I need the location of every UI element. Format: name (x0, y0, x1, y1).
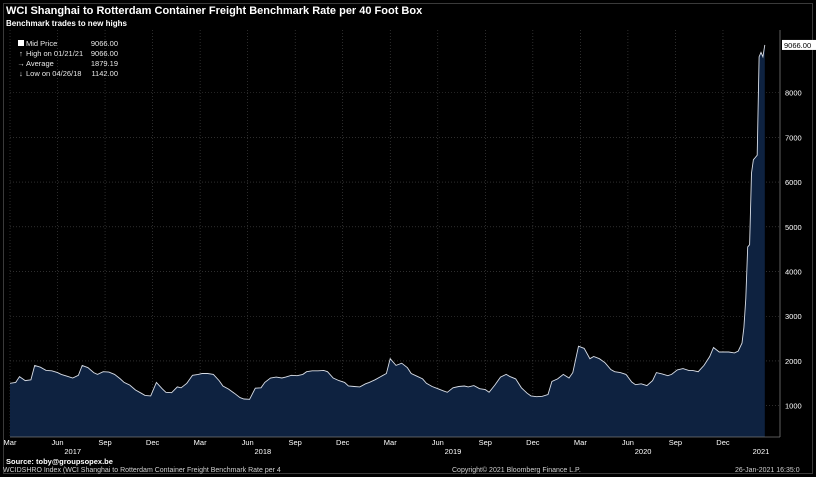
legend-label: Low on 04/26/18 (26, 69, 82, 78)
x-year-label: 2017 (64, 447, 81, 456)
y-tick-label: 4000 (785, 268, 802, 277)
y-tick-label: 7000 (785, 133, 802, 142)
legend-value: 9066.00 (90, 49, 118, 58)
x-tick-label: Mar (194, 438, 207, 447)
x-year-label: 2018 (255, 447, 272, 456)
legend-label: High on 01/21/21 (26, 49, 84, 58)
x-year-label: 2020 (635, 447, 652, 456)
footer-copyright: Copyright© 2021 Bloomberg Finance L.P. (452, 467, 581, 474)
legend-row-low: ↓ Low on 04/26/18 1142.00 (16, 69, 118, 79)
x-tick-label: Dec (336, 438, 350, 447)
x-tick-label: Sep (669, 438, 682, 447)
chart-frame (3, 3, 813, 474)
last-value-tag (782, 39, 816, 50)
x-tick-label: Dec (146, 438, 160, 447)
y-tick-label: 5000 (785, 223, 802, 232)
square-icon (16, 39, 26, 49)
y-tick-label: 6000 (785, 178, 802, 187)
x-tick-label: Jun (432, 438, 444, 447)
legend-row-mid-price: Mid Price 9066.00 (16, 39, 118, 49)
chart-plot: 1000 2000 3000 4000 5000 6000 7000 8000 Mar Jun Se… (4, 30, 816, 456)
chart-legend: Mid Price 9066.00 ↑ High on 01/21/21 906… (16, 39, 118, 79)
legend-label: Average (26, 59, 54, 68)
x-tick-label: Jun (242, 438, 254, 447)
x-tick-label: Dec (526, 438, 540, 447)
high-marker-icon: ↑ (19, 49, 23, 58)
legend-label: Mid Price (26, 39, 58, 48)
x-tick-label: Sep (98, 438, 111, 447)
x-tick-label: Sep (479, 438, 492, 447)
x-tick-label: Mar (384, 438, 397, 447)
x-year-label: 2021 (753, 447, 770, 456)
x-year-label: 2019 (445, 447, 462, 456)
x-tick-label: Dec (716, 438, 730, 447)
legend-row-high: ↑ High on 01/21/21 9066.00 (16, 49, 118, 59)
x-tick-label: Mar (574, 438, 587, 447)
x-tick-label: Jun (51, 438, 63, 447)
chart-title: WCI Shanghai to Rotterdam Container Frei… (6, 5, 423, 17)
series-area (10, 44, 765, 438)
series-line (9, 44, 766, 400)
average-marker-icon: → (17, 59, 25, 68)
low-marker-icon: ↓ (19, 69, 23, 78)
y-tick-label: 8000 (785, 89, 802, 98)
chart-subtitle: Benchmark trades to new highs (6, 19, 127, 28)
legend-value: 9066.00 (90, 39, 118, 48)
x-tick-label: Mar (4, 438, 17, 447)
footer-source: Source: toby@groupsopex.be (6, 457, 113, 466)
footer-timestamp: 26-Jan-2021 16:35:0 (735, 467, 800, 474)
x-tick-label: Sep (289, 438, 302, 447)
footer-ticker: WCIDSHRO Index (WCI Shanghai to Rotterda… (3, 467, 281, 474)
footer-bar: WCIDSHRO Index (WCI Shanghai to Rotterda… (0, 466, 816, 477)
legend-value: 1879.19 (90, 59, 118, 68)
x-tick-label: Jun (622, 438, 634, 447)
last-value-label: 9066.00 (784, 41, 811, 50)
y-tick-label: 1000 (785, 402, 802, 411)
y-tick-label: 2000 (785, 357, 802, 366)
y-tick-label: 3000 (785, 312, 802, 321)
legend-value: 1142.00 (91, 69, 118, 78)
legend-row-average: → Average 1879.19 (16, 59, 118, 69)
